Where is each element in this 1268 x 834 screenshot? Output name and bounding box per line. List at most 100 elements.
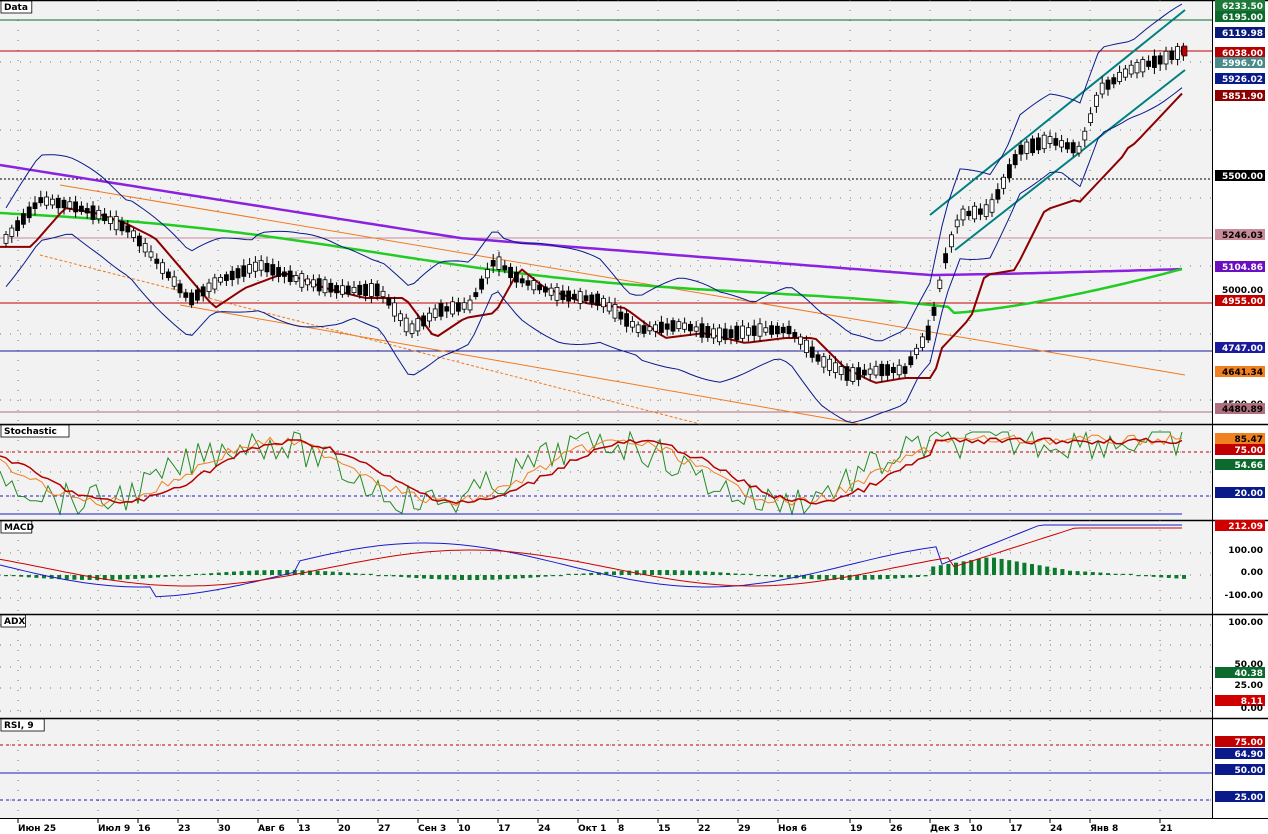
candle [1163, 50, 1169, 65]
candle [1082, 130, 1088, 141]
candle [15, 220, 21, 231]
candle [519, 278, 525, 284]
candle [334, 285, 340, 294]
price-axis-label: 5246.03 [1215, 229, 1265, 241]
candle [9, 227, 15, 237]
candle [722, 328, 728, 341]
stochastic-axis-label-bg [1215, 459, 1265, 470]
macd-histogram-bar [133, 575, 138, 579]
macd-histogram-bar [1136, 575, 1141, 577]
candle [194, 289, 200, 301]
date-label: 20 [338, 824, 351, 834]
candle [363, 283, 369, 297]
candle [995, 189, 1001, 200]
macd-histogram-bar [452, 575, 457, 580]
date-label: 29 [738, 824, 751, 834]
macd-histogram-bar [551, 575, 556, 577]
candle [218, 276, 224, 283]
macd-histogram-bar [817, 575, 822, 580]
candle [508, 266, 514, 279]
candle [659, 321, 664, 333]
candle [612, 304, 618, 319]
macd-histogram-bar [1045, 566, 1050, 575]
candle [108, 216, 113, 224]
macd-histogram-bar [612, 571, 616, 575]
candle [235, 268, 241, 279]
rsi-title-box [0, 718, 45, 732]
rsi-axis-label-text: 64.90 [1235, 750, 1263, 760]
candle [392, 302, 398, 317]
macd-histogram-bar [1144, 575, 1148, 577]
price-axis-label-bg [1215, 366, 1265, 377]
candle [763, 327, 769, 333]
macd-histogram-bar [34, 575, 39, 578]
price-axis-label-bg [1215, 47, 1265, 58]
candle [583, 295, 589, 302]
adx-axis-label-bg [1215, 695, 1265, 706]
adx-axis-label-text: 40.38 [1235, 669, 1263, 679]
candle [345, 285, 351, 295]
macd-histogram-bar [11, 575, 16, 577]
adx-axis-label: 100.00 [1228, 618, 1263, 628]
candle [131, 230, 137, 238]
date-label: 21 [1160, 824, 1173, 834]
candle [1175, 46, 1180, 60]
candle [1094, 94, 1099, 107]
candle [32, 202, 38, 209]
macd-histogram-bar [718, 572, 723, 575]
macd-histogram-bar [270, 570, 274, 575]
candles [3, 42, 1188, 387]
macd-histogram-bar [1128, 573, 1133, 575]
bollinger-bands [5, 3, 1183, 424]
candle [44, 196, 49, 206]
macd-histogram-bar [672, 570, 677, 575]
macd-histogram-bar [809, 575, 814, 580]
candle [1140, 59, 1146, 73]
candle [809, 346, 815, 358]
stochastic-axis-label-text: 20.00 [1235, 489, 1263, 499]
candle [705, 326, 711, 338]
ma-purple-line [0, 163, 1183, 277]
candle [873, 365, 879, 376]
candle [409, 323, 415, 334]
macd-histogram-bar [399, 575, 404, 577]
candle [264, 263, 270, 273]
price-axis-label-bg [1215, 0, 1265, 11]
adx-panel-bg [0, 614, 1212, 718]
macd-histogram-bar [786, 575, 791, 578]
stochastic-axis-label-text: 54.66 [1235, 461, 1263, 471]
macd-histogram-bar [938, 565, 943, 575]
candle [885, 364, 890, 376]
candle [316, 278, 322, 292]
macd-histogram-bar [824, 575, 829, 580]
date-label: 16 [138, 824, 151, 834]
macd-histogram-bar [855, 575, 860, 580]
candle [148, 251, 154, 258]
macd-histogram-bar [1022, 562, 1027, 575]
candle [757, 323, 763, 337]
price-axis-label: 5926.02 [1215, 73, 1265, 85]
rsi-axis-label: 50.00 [1215, 764, 1265, 776]
price-axis-label: 5000.00 [1222, 286, 1263, 296]
trend-lines [39, 9, 1186, 425]
price-axis-label-bg [1215, 170, 1265, 181]
candle [589, 294, 595, 304]
candle [717, 327, 722, 343]
rsi-lines [0, 513, 1212, 801]
candle [838, 366, 844, 375]
macd-histogram-bar [57, 575, 62, 580]
candle [189, 292, 195, 306]
macd-histogram-bar [589, 572, 594, 575]
date-label: 19 [850, 824, 863, 834]
candle [461, 302, 467, 310]
candle [1047, 136, 1053, 144]
candle [322, 279, 328, 294]
adx-axis-label: 25.00 [1235, 681, 1263, 691]
rsi-axis-label: 75.00 [1215, 736, 1265, 748]
macd-histogram-bar [619, 570, 624, 575]
macd-histogram-bar [536, 575, 540, 578]
bollinger-lower [5, 87, 1183, 424]
adx-axis-label-text: 0.00 [1241, 704, 1263, 714]
